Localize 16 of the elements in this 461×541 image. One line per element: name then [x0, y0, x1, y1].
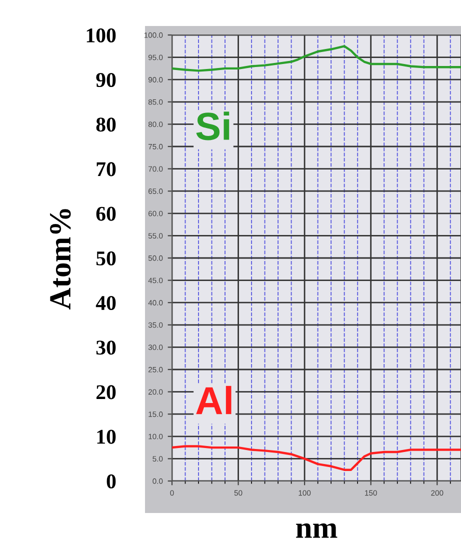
y2-tick-label: 30 — [96, 340, 116, 355]
y2-tick-label: 60 — [96, 206, 116, 221]
line-series — [172, 45, 461, 72]
y2-tick-label: 50 — [96, 251, 116, 266]
y2-tick-label: 40 — [96, 296, 116, 310]
y2-tick-label: 20 — [96, 385, 116, 400]
y2-tick-label: 70 — [96, 162, 116, 176]
y2-tick-label: 90 — [96, 72, 116, 88]
y2-tick-label: 10 — [97, 430, 116, 444]
series-label: Al — [196, 386, 232, 414]
y2-tick-label: 80 — [96, 118, 116, 132]
y2-axis-title: Atom% — [50, 209, 71, 310]
y2-tick-label: 100 — [86, 28, 116, 42]
x-axis-title: nm — [296, 523, 338, 538]
line-series — [172, 445, 461, 471]
series-label: Si — [196, 112, 230, 140]
